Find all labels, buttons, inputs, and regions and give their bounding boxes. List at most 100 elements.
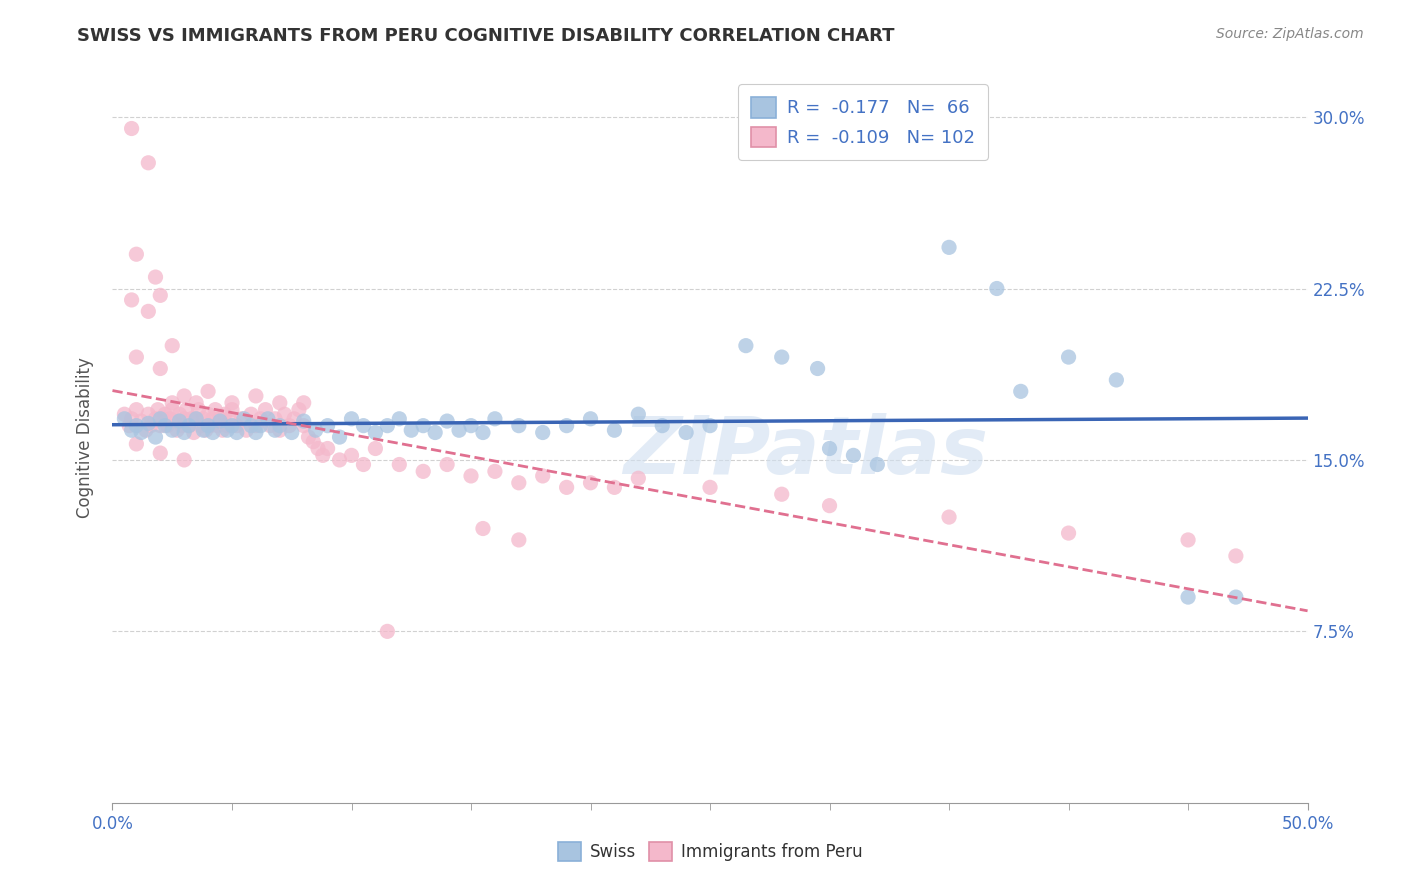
- Point: [364, 425, 387, 440]
- Point: [283, 412, 305, 426]
- Point: [329, 430, 352, 444]
- Point: [217, 418, 239, 433]
- Point: [484, 412, 506, 426]
- Point: [186, 396, 208, 410]
- Point: [225, 425, 247, 440]
- Point: [986, 281, 1008, 295]
- Point: [770, 350, 793, 364]
- Point: [555, 418, 578, 433]
- Point: [197, 418, 219, 433]
- Point: [118, 418, 141, 433]
- Point: [1177, 533, 1199, 547]
- Point: [627, 407, 650, 421]
- Point: [264, 412, 287, 426]
- Point: [412, 418, 434, 433]
- Point: [153, 407, 176, 421]
- Point: [187, 402, 209, 417]
- Point: [1057, 350, 1080, 364]
- Point: [316, 418, 339, 433]
- Point: [316, 442, 339, 456]
- Point: [269, 396, 291, 410]
- Point: [138, 417, 160, 431]
- Point: [190, 418, 212, 433]
- Point: [531, 425, 554, 440]
- Point: [149, 446, 172, 460]
- Point: [186, 412, 208, 426]
- Point: [121, 423, 143, 437]
- Point: [194, 423, 217, 437]
- Point: [472, 521, 495, 535]
- Point: [162, 338, 183, 352]
- Point: [699, 418, 721, 433]
- Point: [173, 425, 195, 440]
- Point: [211, 423, 233, 437]
- Point: [177, 418, 200, 433]
- Point: [579, 412, 602, 426]
- Point: [163, 414, 186, 428]
- Point: [221, 396, 243, 410]
- Point: [401, 423, 423, 437]
- Point: [139, 418, 162, 433]
- Point: [603, 480, 626, 494]
- Point: [340, 449, 363, 463]
- Point: [472, 425, 495, 440]
- Point: [412, 464, 434, 478]
- Point: [240, 407, 263, 421]
- Point: [125, 418, 148, 433]
- Point: [818, 442, 841, 456]
- Point: [352, 418, 374, 433]
- Point: [938, 240, 960, 254]
- Point: [1177, 590, 1199, 604]
- Point: [225, 418, 247, 433]
- Point: [214, 407, 236, 421]
- Point: [204, 402, 226, 417]
- Point: [508, 418, 530, 433]
- Point: [121, 293, 143, 307]
- Point: [388, 412, 411, 426]
- Point: [156, 418, 179, 433]
- Point: [249, 412, 271, 426]
- Point: [292, 396, 315, 410]
- Point: [125, 402, 148, 417]
- Point: [770, 487, 793, 501]
- Point: [297, 430, 319, 444]
- Point: [114, 407, 135, 421]
- Point: [352, 458, 374, 472]
- Point: [186, 412, 208, 426]
- Y-axis label: Cognitive Disability: Cognitive Disability: [76, 357, 94, 517]
- Point: [201, 412, 224, 426]
- Point: [221, 418, 243, 433]
- Point: [169, 407, 191, 421]
- Point: [173, 453, 195, 467]
- Point: [162, 402, 183, 417]
- Point: [278, 418, 301, 433]
- Point: [555, 480, 578, 494]
- Point: [193, 412, 215, 426]
- Point: [176, 402, 198, 417]
- Point: [377, 418, 399, 433]
- Point: [1225, 549, 1247, 563]
- Point: [201, 425, 224, 440]
- Point: [269, 418, 291, 433]
- Point: [1057, 526, 1080, 541]
- Point: [264, 423, 287, 437]
- Point: [249, 418, 271, 433]
- Point: [231, 412, 253, 426]
- Point: [169, 414, 191, 428]
- Point: [307, 442, 329, 456]
- Point: [460, 469, 482, 483]
- Point: [302, 434, 325, 449]
- Point: [218, 412, 240, 426]
- Point: [235, 423, 257, 437]
- Legend: Swiss, Immigrants from Peru: Swiss, Immigrants from Peru: [551, 835, 869, 868]
- Point: [312, 449, 335, 463]
- Point: [436, 414, 458, 428]
- Point: [125, 247, 148, 261]
- Point: [153, 418, 176, 433]
- Point: [125, 437, 148, 451]
- Point: [145, 430, 167, 444]
- Point: [183, 425, 205, 440]
- Point: [233, 412, 256, 426]
- Point: [217, 423, 239, 437]
- Point: [145, 270, 167, 285]
